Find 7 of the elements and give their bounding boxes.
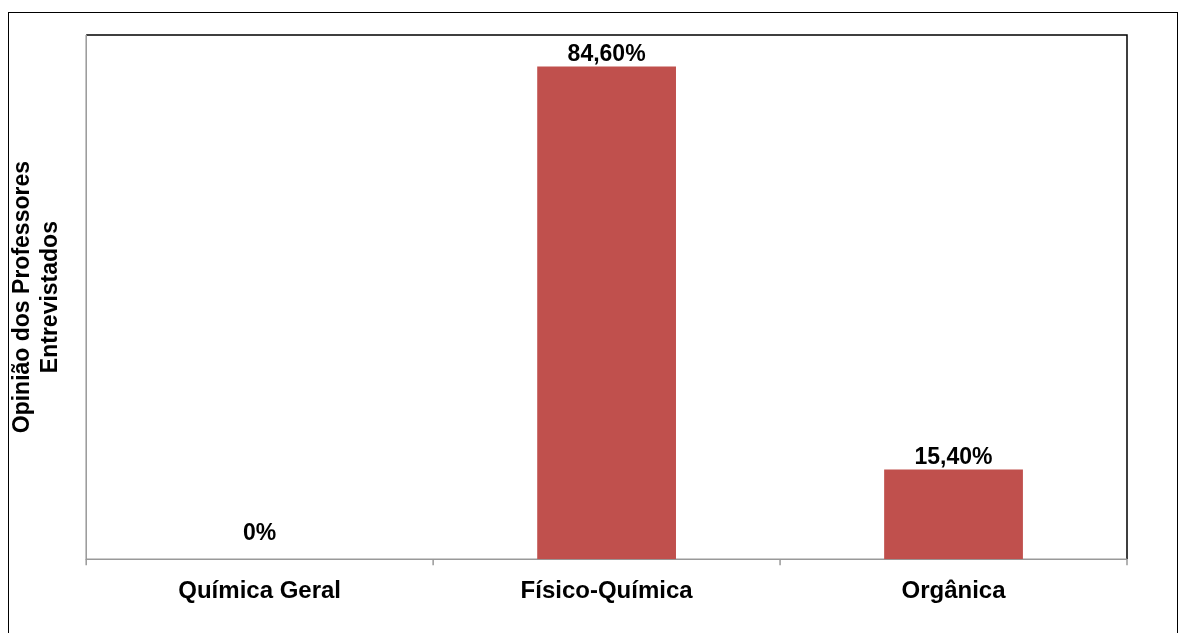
x-tick-label: Orgânica: [901, 576, 1007, 604]
y-axis-title: Opinião dos Professores Entrevistados: [8, 160, 62, 434]
data-label: 15,40%: [914, 443, 993, 470]
data-label: 0%: [243, 519, 277, 546]
x-tick-label: Química Geral: [178, 576, 342, 604]
x-tick-label: Físico-Química: [520, 576, 694, 604]
data-label: 84,60%: [567, 40, 646, 67]
